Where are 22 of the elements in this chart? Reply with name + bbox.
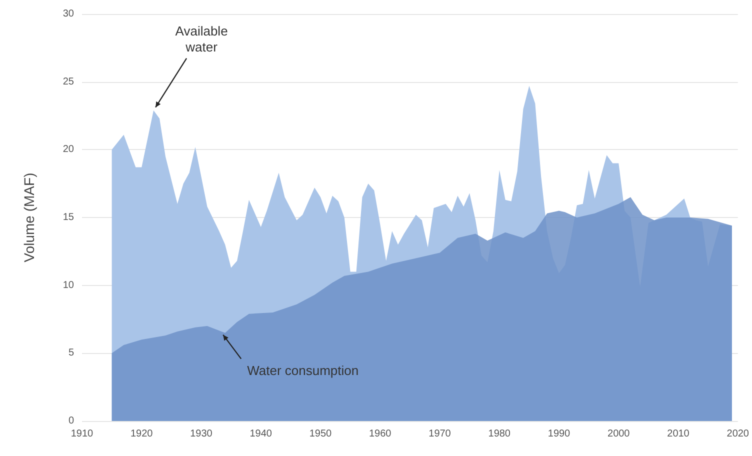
y-tick-label: 30 (62, 8, 74, 20)
y-tick-label: 0 (68, 416, 74, 426)
y-tick-label: 25 (62, 76, 74, 88)
x-tick-label: 1940 (250, 428, 272, 440)
x-tick-label: 1970 (428, 428, 452, 440)
y-tick-label: 15 (62, 212, 74, 223)
x-tick-label: 1990 (548, 428, 571, 440)
x-tick-label: 1930 (190, 428, 213, 440)
y-tick-label: 5 (68, 348, 74, 359)
x-tick-label: 2000 (608, 428, 630, 440)
x-tick-label: 1960 (369, 428, 392, 440)
y-tick-label: 10 (62, 280, 74, 291)
y-tick-label: 20 (62, 144, 74, 156)
x-tick-label: 2020 (726, 428, 750, 440)
x-tick-label: 1980 (488, 428, 511, 440)
y-axis-title: Volume (MAF) (21, 172, 37, 262)
x-tick-label: 1950 (309, 428, 332, 440)
x-tick-label: 2010 (667, 428, 690, 440)
x-tick-label: 1920 (130, 428, 154, 440)
annotation: Water consumption (247, 362, 359, 378)
x-tick-label: 1910 (70, 428, 94, 440)
annotation: Available water (175, 23, 228, 54)
